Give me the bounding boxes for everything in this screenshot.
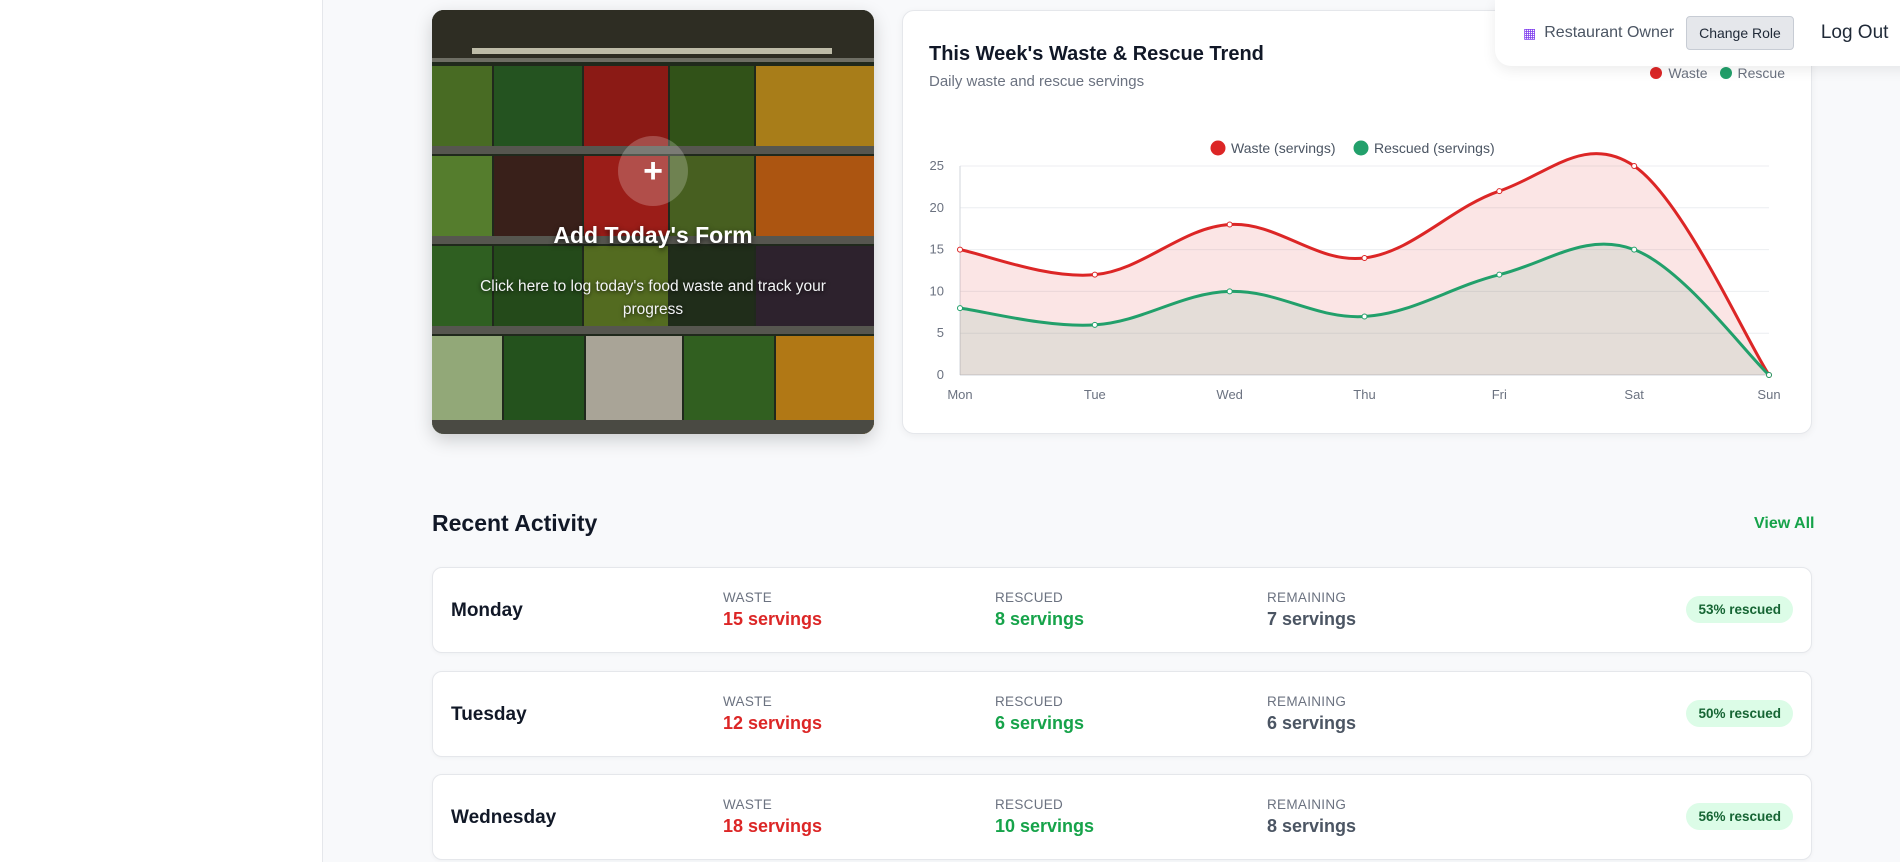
y-tick-label: 20: [930, 200, 944, 215]
remaining-metric: REMAINING 8 servings: [1267, 797, 1356, 837]
rescued-label: RESCUED: [995, 694, 1064, 709]
remaining-value: 7 servings: [1267, 609, 1357, 629]
plus-icon: +: [618, 136, 688, 206]
chart-legend-dot: [1353, 140, 1369, 156]
building-icon: ▦: [1523, 24, 1537, 41]
data-point: [957, 305, 963, 312]
data-point: [1091, 271, 1098, 278]
data-point: [1361, 254, 1368, 261]
rescued-percent-badge: 53% rescued: [1686, 596, 1793, 623]
waste-label: WASTE: [723, 590, 773, 605]
view-all-link[interactable]: View All: [1754, 515, 1815, 532]
trend-line-chart: 0 5 10 15 20 25 Mon Tue Wed Thu Fri Sat Sun Waste (se…: [930, 140, 1781, 402]
remaining-label: REMAINING: [1267, 797, 1347, 812]
remaining-label: REMAINING: [1267, 694, 1347, 709]
logout-button[interactable]: Log Out: [1820, 22, 1889, 43]
add-form-card[interactable]: + Add Today's Form Click here to log tod…: [432, 10, 874, 434]
activity-row[interactable]: Tuesday WASTE 12 servings RESCUED 6 serv…: [432, 671, 1812, 757]
data-point: [1631, 163, 1638, 169]
rescued-label: RESCUED: [995, 797, 1064, 812]
y-tick-label: 10: [930, 283, 944, 298]
data-point: [1631, 246, 1638, 253]
data-point: [957, 246, 963, 253]
remaining-value: 6 servings: [1267, 713, 1357, 733]
card-legend: Waste Rescue: [1650, 65, 1785, 81]
x-tick-label: Fri: [1492, 387, 1507, 402]
data-point: [1361, 313, 1368, 320]
y-tick-label: 15: [930, 242, 944, 257]
data-point: [1226, 288, 1233, 295]
waste-legend-dot: [1650, 67, 1663, 79]
x-tick-label: Mon: [947, 387, 972, 402]
data-point: [1496, 271, 1503, 278]
waste-label: WASTE: [723, 694, 773, 709]
trend-chart-card: This Week's Waste & Rescue Trend Daily w…: [902, 10, 1812, 434]
y-tick-label: 0: [937, 367, 944, 382]
chart-title: This Week's Waste & Rescue Trend: [929, 43, 1264, 65]
activity-day: Tuesday: [451, 704, 527, 725]
waste-metric: WASTE 18 servings: [723, 797, 822, 837]
y-tick-label: 25: [930, 158, 944, 173]
rescued-percent-badge: 56% rescued: [1686, 803, 1793, 830]
rescued-metric: RESCUED 6 servings: [995, 694, 1084, 734]
waste-metric: WASTE 15 servings: [723, 590, 822, 630]
data-point: [1226, 221, 1233, 228]
data-point: [1766, 372, 1772, 378]
remaining-metric: REMAINING 7 servings: [1267, 590, 1356, 630]
form-overlay: [432, 10, 874, 434]
chart-legend-label: Waste (servings): [1231, 140, 1336, 156]
x-tick-label: Tue: [1084, 387, 1106, 402]
x-tick-label: Thu: [1353, 387, 1375, 402]
data-point: [1496, 188, 1503, 195]
rescued-metric: RESCUED 10 servings: [995, 797, 1094, 837]
x-tick-label: Sun: [1757, 387, 1780, 402]
card-legend-rescue: Rescue: [1737, 65, 1785, 81]
y-tick-label: 5: [937, 325, 944, 340]
series-area-1: [960, 244, 1769, 375]
x-tick-label: Sat: [1624, 387, 1644, 402]
produce-background-image: [432, 10, 874, 434]
series-line-0: [959, 152, 1771, 376]
activity-row[interactable]: Wednesday WASTE 18 servings RESCUED 10 s…: [432, 774, 1812, 860]
rescued-metric: RESCUED 8 servings: [995, 590, 1084, 630]
waste-value: 18 servings: [723, 816, 823, 836]
data-point: [1091, 321, 1098, 328]
chart-legend-dot: [1210, 140, 1226, 156]
remaining-value: 8 servings: [1267, 816, 1357, 836]
activity-day: Wednesday: [451, 807, 557, 828]
waste-label: WASTE: [723, 797, 773, 812]
card-legend-waste: Waste: [1668, 65, 1708, 81]
rescued-label: RESCUED: [995, 590, 1064, 605]
remaining-metric: REMAINING 6 servings: [1267, 694, 1356, 734]
rescued-value: 6 servings: [995, 713, 1085, 733]
activity-row[interactable]: Monday WASTE 15 servings RESCUED 8 servi…: [432, 567, 1812, 653]
form-description: Click here to log today's food waste and…: [480, 278, 826, 318]
sidebar: [0, 0, 323, 862]
waste-metric: WASTE 12 servings: [723, 694, 822, 734]
activity-day: Monday: [451, 600, 523, 621]
series-area-0: [960, 153, 1769, 375]
account-bar: ▦ Restaurant Owner Change Role Log Out: [1495, 0, 1900, 66]
recent-activity-title: Recent Activity: [432, 510, 598, 536]
waste-value: 12 servings: [723, 713, 823, 733]
rescued-value: 10 servings: [995, 816, 1095, 836]
chart-subtitle: Daily waste and rescue servings: [929, 73, 1145, 90]
rescue-legend-dot: [1719, 67, 1732, 79]
role-label: Restaurant Owner: [1544, 24, 1675, 41]
chart-legend-label: Rescued (servings): [1374, 140, 1495, 156]
waste-value: 15 servings: [723, 609, 823, 629]
rescued-percent-badge: 50% rescued: [1686, 700, 1793, 727]
x-tick-label: Wed: [1216, 387, 1243, 402]
rescued-value: 8 servings: [995, 609, 1085, 629]
remaining-label: REMAINING: [1267, 590, 1347, 605]
change-role-button[interactable]: Change Role: [1686, 16, 1794, 50]
form-title: Add Today's Form: [553, 222, 753, 248]
